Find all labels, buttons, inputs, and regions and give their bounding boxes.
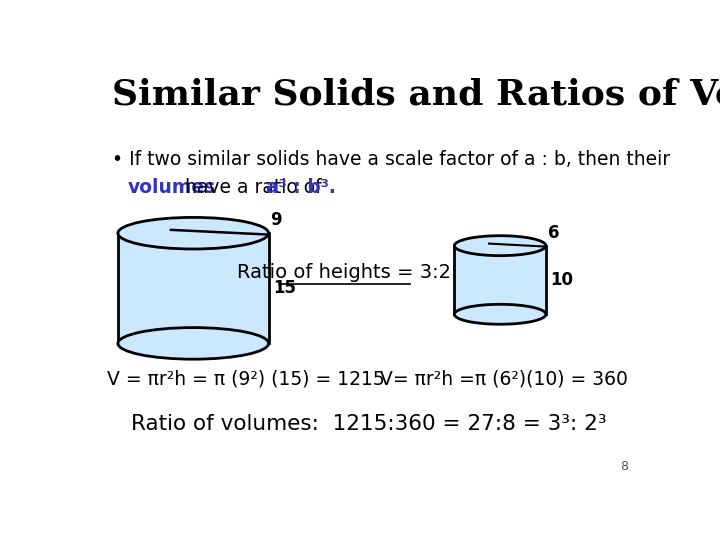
Text: V = πr²h = π (9²) (15) = 1215: V = πr²h = π (9²) (15) = 1215 xyxy=(107,369,384,388)
Text: V= πr²h =π (6²)(10) = 360: V= πr²h =π (6²)(10) = 360 xyxy=(380,369,628,388)
Text: • If two similar solids have a scale factor of a : b, then their: • If two similar solids have a scale fac… xyxy=(112,150,670,169)
Polygon shape xyxy=(454,246,546,314)
Text: 15: 15 xyxy=(273,279,296,298)
Ellipse shape xyxy=(118,218,269,249)
Ellipse shape xyxy=(454,305,546,324)
Ellipse shape xyxy=(118,328,269,359)
Text: have a ratio of: have a ratio of xyxy=(179,178,328,197)
Text: 10: 10 xyxy=(550,271,573,289)
Text: 8: 8 xyxy=(621,460,629,473)
Text: volumes: volumes xyxy=(128,178,216,197)
Polygon shape xyxy=(118,233,269,343)
Text: Ratio of heights = 3:2: Ratio of heights = 3:2 xyxy=(237,263,451,282)
Text: Similar Solids and Ratios of Volumes: Similar Solids and Ratios of Volumes xyxy=(112,77,720,111)
Text: 9: 9 xyxy=(270,212,282,230)
Ellipse shape xyxy=(454,235,546,255)
Text: 6: 6 xyxy=(547,224,559,242)
Text: a³ : b³.: a³ : b³. xyxy=(266,178,336,197)
Text: Ratio of volumes:  1215:360 = 27:8 = 3³: 2³: Ratio of volumes: 1215:360 = 27:8 = 3³: … xyxy=(131,415,607,435)
